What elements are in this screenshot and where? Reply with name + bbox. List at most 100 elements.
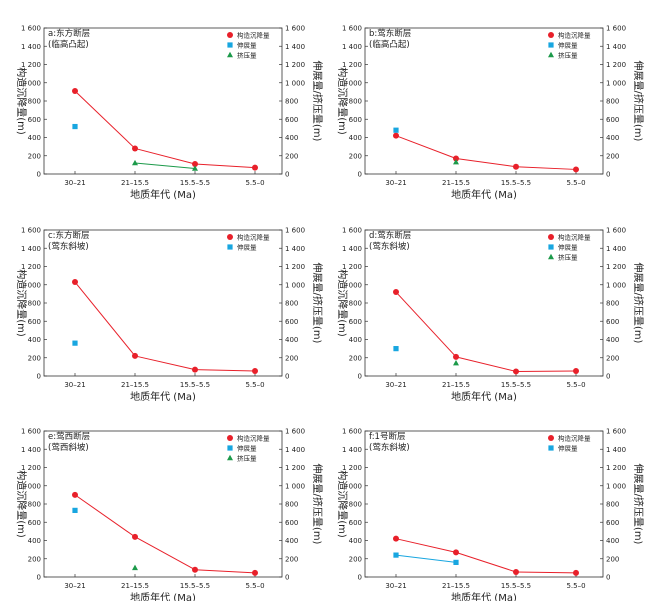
- x-tick-label: 5.5–0: [566, 381, 585, 389]
- y-tick-label-left: 200: [28, 354, 41, 362]
- data-point-subsidence: [192, 160, 198, 167]
- legend-marker-compression: [548, 253, 554, 260]
- y-tick-label-left: 800: [28, 98, 41, 106]
- x-axis-title: 地质年代 (Ma): [130, 188, 196, 201]
- y-tick-label-right: 1 200: [606, 263, 626, 271]
- y-tick-label-left: 1 600: [342, 227, 362, 235]
- y-tick-label-right: 800: [285, 98, 298, 106]
- y-tick-label-left: 400: [349, 336, 362, 344]
- panel-subtitle: (莺西斜坡): [48, 442, 89, 453]
- legend-marker-subsidence: [548, 32, 554, 38]
- chart-panel: 0 0 200 200 400 400 600 600 800 800 1 000 1 000 1 20…: [336, 428, 645, 601]
- y-tick-label-right: 400: [285, 336, 298, 344]
- data-point-compression: [132, 564, 138, 571]
- y-tick-label-right: 1 400: [606, 446, 626, 454]
- legend-label-subsidence: 构造沉降量: [237, 30, 270, 39]
- series-line-subsidence: [194, 369, 256, 372]
- legend-label-extension: 伸展量: [237, 443, 257, 452]
- x-tick-label: 21–15.5: [121, 179, 149, 187]
- y-tick-label-left: 200: [349, 555, 362, 563]
- data-point-compression: [453, 158, 459, 165]
- panel-title: c:东方断层: [48, 230, 90, 241]
- data-point-extension: [393, 127, 399, 133]
- panel-subtitle: (临高凸起): [369, 39, 410, 50]
- y-tick-label-left: 1 000: [21, 281, 41, 289]
- y-tick-label-left: 1 600: [21, 25, 41, 33]
- y-tick-label-right: 800: [285, 501, 298, 509]
- y-tick-label-right: 200: [606, 555, 619, 563]
- y-tick-label-left: 1 600: [21, 428, 41, 436]
- y-tick-label-left: 0: [358, 373, 362, 381]
- data-point-extension: [393, 552, 399, 558]
- chart-panel: 0 0 200 200 400 400 600 600 800 800 1 000 1 000 1 20…: [336, 25, 645, 202]
- series-line-subsidence: [395, 135, 457, 159]
- data-point-subsidence: [72, 87, 78, 94]
- x-axis-title: 地质年代 (Ma): [130, 390, 196, 403]
- data-point-compression: [192, 165, 198, 171]
- y-tick-label-right: 400: [606, 336, 619, 344]
- y-tick-label-right: 1 400: [285, 446, 305, 454]
- panel-subtitle: (莺东斜坡): [369, 442, 410, 453]
- series-line-subsidence: [134, 147, 196, 165]
- panel-title: e:莺西断层: [48, 431, 90, 442]
- y-tick-label-right: 200: [285, 152, 298, 160]
- data-point-subsidence: [132, 145, 138, 152]
- series-line-subsidence: [194, 163, 256, 169]
- y-tick-label-left: 0: [37, 171, 41, 179]
- legend-marker-compression: [227, 454, 233, 461]
- y-tick-label-left: 1 200: [21, 464, 41, 472]
- y-tick-label-right: 0: [285, 373, 289, 381]
- data-point-subsidence: [453, 549, 459, 556]
- data-point-extension: [393, 346, 399, 352]
- y-tick-label-right: 1 200: [285, 61, 305, 69]
- y-tick-label-left: 600: [28, 318, 41, 326]
- y-tick-label-right: 1 400: [285, 245, 305, 253]
- y-tick-label-left: 400: [28, 134, 41, 142]
- y-tick-label-left: 800: [349, 300, 362, 308]
- data-point-subsidence: [453, 155, 459, 162]
- y-tick-label-left: 200: [349, 354, 362, 362]
- y-tick-label-right: 800: [606, 300, 619, 308]
- x-tick-label: 21–15.5: [442, 179, 470, 187]
- x-tick-label: 15.5–5.5: [180, 179, 210, 187]
- data-point-extension: [72, 123, 78, 130]
- legend-label-compression: 挤压量: [558, 50, 578, 59]
- y-tick-label-right: 1 200: [606, 464, 626, 472]
- y-tick-label-left: 1 400: [342, 446, 362, 454]
- data-point-subsidence: [393, 535, 399, 542]
- y-tick-label-right: 1 000: [285, 79, 305, 87]
- data-point-subsidence: [393, 289, 399, 296]
- y-tick-label-right: 600: [606, 318, 619, 326]
- data-point-compression: [132, 159, 138, 166]
- legend-label-extension: 伸展量: [558, 40, 578, 49]
- legend-label-extension: 伸展量: [237, 40, 257, 49]
- y-tick-label-right: 1 600: [606, 25, 626, 33]
- x-tick-label: 30–21: [385, 582, 406, 590]
- data-point-subsidence: [573, 166, 579, 173]
- y-tick-label-right: 1 600: [606, 227, 626, 235]
- y-tick-label-left: 1 600: [342, 428, 362, 436]
- legend-marker-extension: [227, 244, 233, 250]
- y-tick-label-right: 600: [285, 519, 298, 527]
- data-point-extension: [453, 559, 459, 565]
- y-tick-label-right: 1 000: [606, 79, 626, 87]
- y-tick-label-right: 1 200: [285, 263, 305, 271]
- y-tick-label-right: 200: [606, 152, 619, 160]
- y-tick-label-right: 800: [606, 501, 619, 509]
- y-tick-label-right: 600: [285, 116, 298, 124]
- y-axis-title-right: 伸展量/挤压量(m): [311, 61, 324, 142]
- legend-label-extension: 伸展量: [558, 443, 578, 452]
- y-tick-label-right: 1 000: [606, 482, 626, 490]
- y-tick-label-left: 800: [28, 501, 41, 509]
- series-line-subsidence: [515, 166, 577, 170]
- data-point-subsidence: [252, 164, 258, 171]
- panel-subtitle: (莺东斜坡): [369, 241, 410, 252]
- y-tick-label-left: 1 400: [21, 43, 41, 51]
- y-axis-title-right: 伸展量/挤压量(m): [632, 464, 645, 545]
- x-tick-label: 30–21: [64, 381, 85, 389]
- panel-subtitle: (莺东斜坡): [48, 241, 89, 252]
- legend-label-compression: 挤压量: [558, 252, 578, 261]
- panel-title: f:1号断层: [369, 431, 405, 442]
- y-tick-label-left: 800: [28, 300, 41, 308]
- y-tick-label-left: 1 000: [342, 281, 362, 289]
